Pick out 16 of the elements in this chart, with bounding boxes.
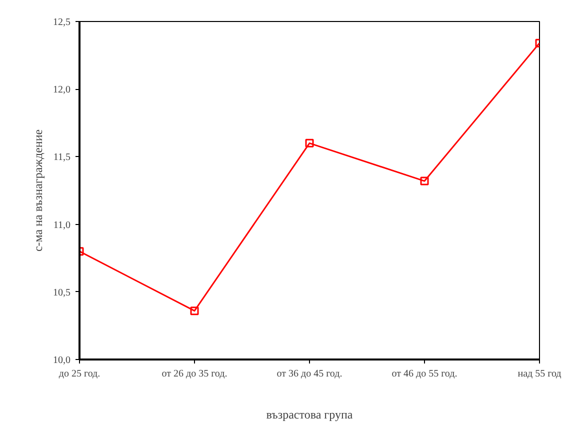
y-axis-title: с-ма на възнаграждение (31, 129, 45, 252)
point (420, 176, 429, 186)
y-tick-label: 10,0 (53, 355, 70, 366)
x-tick-label: от 26 до 35 год. (162, 368, 228, 380)
y-tick-label: 12,5 (53, 17, 70, 28)
x-tick-label: от 36 до 45 год. (276, 368, 342, 380)
y-tick-label: 11,5 (53, 152, 71, 164)
x-tick-label: от 46 до 55 год. (392, 368, 458, 380)
x-tick-label: над 55 год (518, 368, 562, 380)
y-tick-label: 10,5 (53, 287, 70, 298)
x-axis-title: възрастова група (266, 408, 354, 422)
y-tick-label: 11,0 (53, 220, 71, 231)
x-tick-label: до 25 год. (58, 368, 100, 380)
point (305, 138, 314, 148)
y-tick-label: 12,0 (53, 84, 70, 96)
point (190, 306, 199, 316)
